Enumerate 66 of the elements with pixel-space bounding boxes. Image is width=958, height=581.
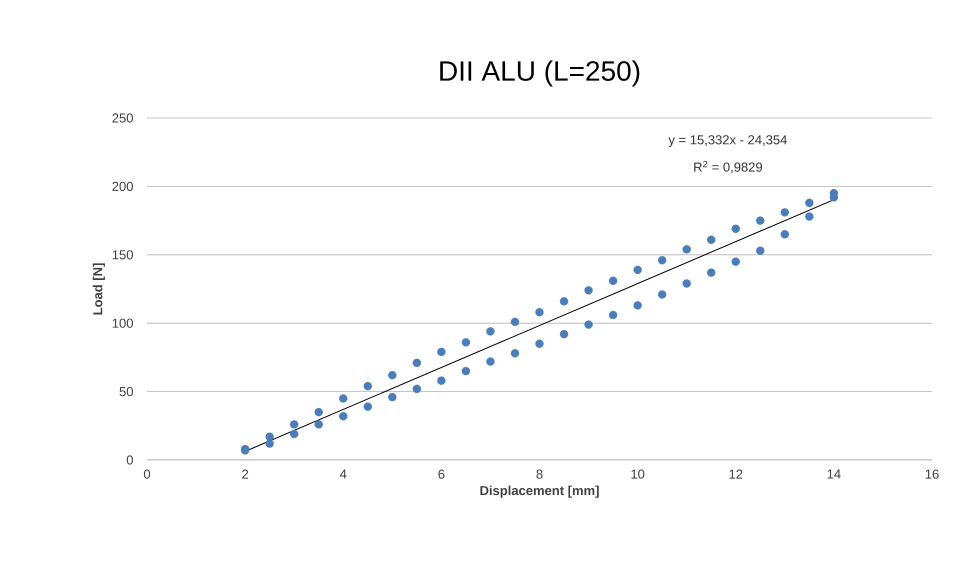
point bbox=[658, 256, 666, 264]
point bbox=[780, 208, 790, 217]
point bbox=[805, 212, 814, 221]
point bbox=[560, 297, 568, 306]
y-tick-label: 100 bbox=[112, 318, 133, 328]
point bbox=[633, 301, 642, 310]
y-tick-label: 200 bbox=[112, 182, 133, 191]
point bbox=[584, 286, 593, 295]
point bbox=[560, 330, 568, 338]
point bbox=[608, 276, 618, 285]
point bbox=[658, 290, 666, 299]
point bbox=[584, 320, 593, 329]
point bbox=[510, 318, 520, 326]
x-tick-label: 0 bbox=[144, 470, 150, 479]
point bbox=[608, 310, 618, 320]
point bbox=[535, 340, 544, 348]
point bbox=[364, 402, 372, 411]
point bbox=[339, 394, 348, 403]
point bbox=[314, 408, 323, 416]
point bbox=[437, 376, 446, 385]
point bbox=[756, 246, 764, 255]
x-tick-label: 10 bbox=[631, 470, 644, 479]
x-tick-label: 6 bbox=[438, 470, 444, 479]
point bbox=[364, 382, 372, 390]
point bbox=[707, 268, 716, 277]
point bbox=[290, 430, 298, 438]
point bbox=[265, 439, 274, 448]
point bbox=[388, 370, 397, 380]
annotation: R$^{2}$ = 0,9829 bbox=[694, 160, 762, 174]
point bbox=[510, 349, 520, 358]
x-axis-title: Displacement [mm] bbox=[480, 486, 599, 498]
y-tick-label: 150 bbox=[112, 250, 133, 260]
x-tick-label: 12 bbox=[730, 470, 742, 479]
x-tick-label: 2 bbox=[242, 470, 248, 479]
x-tick-label: 8 bbox=[536, 470, 543, 479]
point bbox=[682, 279, 691, 288]
point bbox=[462, 338, 470, 347]
point bbox=[265, 432, 274, 441]
point bbox=[412, 358, 422, 368]
point bbox=[314, 420, 323, 429]
point bbox=[339, 412, 348, 420]
point bbox=[780, 230, 790, 238]
point bbox=[290, 420, 298, 429]
point bbox=[707, 236, 716, 244]
point bbox=[805, 198, 814, 208]
point bbox=[732, 224, 740, 234]
point bbox=[437, 348, 446, 356]
chart-title: DII ALU (L=250) bbox=[440, 60, 640, 86]
y-tick-label: 50 bbox=[120, 386, 133, 396]
point bbox=[756, 216, 764, 225]
point bbox=[388, 392, 397, 402]
point bbox=[682, 245, 691, 254]
x-tick-label: 14 bbox=[828, 470, 841, 478]
annotation: y = 15,332x - 24,354 bbox=[668, 135, 787, 147]
y-axis-title: Load [N] bbox=[92, 263, 105, 314]
point bbox=[732, 257, 740, 266]
point bbox=[412, 384, 422, 394]
point bbox=[633, 266, 642, 274]
point bbox=[486, 327, 495, 336]
point bbox=[535, 308, 544, 316]
x-tick-label: 16 bbox=[926, 470, 939, 479]
x-tick-label: 4 bbox=[340, 470, 346, 478]
y-tick-label: 0 bbox=[126, 455, 133, 465]
point bbox=[486, 357, 495, 366]
point bbox=[462, 366, 470, 376]
y-tick-label: 250 bbox=[112, 113, 133, 123]
